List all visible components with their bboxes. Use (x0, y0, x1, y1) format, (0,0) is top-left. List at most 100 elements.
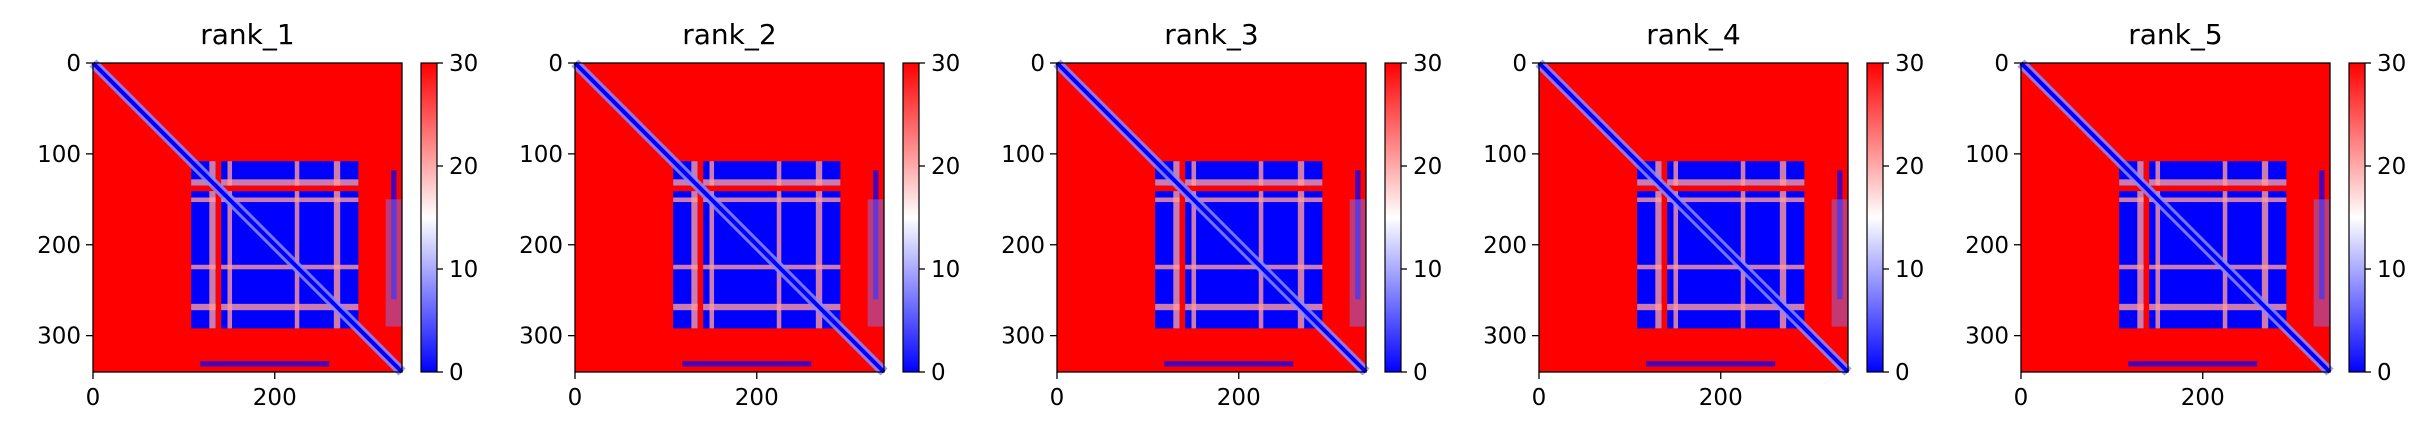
block-gap (1740, 161, 1746, 329)
edge-patch (385, 199, 402, 327)
colorbar-tick-label: 20 (1413, 154, 1442, 180)
y-tick-label: 0 (1512, 51, 1527, 77)
heatmap-panel-1: rank_1 0 100 200 300 0 200 0 10 20 30 (37, 18, 478, 411)
block-gap (2155, 161, 2161, 329)
x-tick-label: 200 (1217, 385, 1261, 411)
stripe-row (1057, 185, 1366, 192)
stripe-col (2143, 63, 2150, 372)
heatmap-panel-5: rank_5 0 100 200 300 0 200 0 10 20 30 (1965, 18, 2406, 411)
stripe-row (2021, 185, 2330, 192)
axes-frame (2020, 62, 2331, 373)
panel-title: rank_5 (2128, 18, 2222, 51)
block-gap (815, 161, 823, 329)
colorbar-tick-label: 20 (2377, 154, 2406, 180)
block-gap (333, 161, 341, 329)
y-tick-label: 200 (37, 233, 81, 259)
stripe-col (1661, 63, 1668, 372)
edge-patch (200, 361, 330, 367)
panel-title: rank_2 (682, 18, 776, 51)
y-tick-label: 0 (66, 51, 81, 77)
colorbar-tick-label: 10 (931, 257, 960, 283)
block-gap (673, 303, 841, 311)
edge-patch (2128, 361, 2258, 367)
y-tick-label: 0 (1030, 51, 1045, 77)
block-gap (1637, 179, 1805, 186)
edge-patch (1831, 199, 1848, 327)
y-tick-label: 300 (37, 324, 81, 350)
block-gap (2119, 197, 2287, 203)
y-tick-label: 100 (519, 142, 563, 168)
block-gap (1155, 303, 1323, 311)
heatmap-panel-3: rank_3 0 100 200 300 0 200 0 10 20 30 (1001, 18, 1442, 411)
y-tick-label: 200 (1965, 233, 2009, 259)
edge-patch (867, 199, 884, 327)
diagonal-band (573, 61, 886, 374)
colorbar-tick-label: 0 (1895, 360, 1910, 386)
x-tick-label: 200 (253, 385, 297, 411)
y-tick-label: 300 (1483, 324, 1527, 350)
edge-patch (2319, 170, 2325, 300)
diagonal-band (2019, 61, 2332, 374)
colorbar-tick-label: 20 (449, 154, 478, 180)
block-gap (673, 197, 841, 203)
block-gap (2137, 161, 2144, 329)
stripe-row (575, 185, 884, 192)
block-gap (709, 161, 715, 329)
block-gap (1173, 161, 1180, 329)
block-gap (227, 161, 233, 329)
x-tick-label: 0 (568, 385, 583, 411)
edge-patch (1837, 170, 1843, 300)
y-tick-label: 300 (1965, 324, 2009, 350)
block-gap (209, 161, 216, 329)
block-gap (1779, 161, 1787, 329)
block-gap (1191, 161, 1197, 329)
y-tick-label: 200 (1483, 233, 1527, 259)
block-gap (673, 264, 841, 270)
colorbar (1866, 62, 1884, 373)
edge-patch (391, 170, 397, 300)
block-gap (191, 179, 359, 186)
block-gap (1155, 179, 1323, 186)
colorbar-tick-label: 0 (1413, 360, 1428, 386)
colorbar-tick-label: 10 (2377, 257, 2406, 283)
axes-frame (1056, 62, 1367, 373)
axes-frame (92, 62, 403, 373)
diagonal-band (1537, 61, 1850, 374)
block-gap (1155, 264, 1323, 270)
block-gap (191, 264, 359, 270)
colorbar-tick-label: 0 (449, 360, 464, 386)
block-gap (1637, 303, 1805, 311)
block-gap (691, 161, 698, 329)
y-tick-label: 100 (37, 142, 81, 168)
heatmap-panel-2: rank_2 0 100 200 300 0 200 0 10 20 30 (519, 18, 960, 411)
x-tick-label: 0 (86, 385, 101, 411)
diagonal-band (1055, 61, 1368, 374)
colorbar-tick-label: 10 (449, 257, 478, 283)
block-gap (2119, 303, 2287, 311)
edge-patch (1164, 361, 1294, 367)
colorbar (420, 62, 438, 373)
colorbar (1384, 62, 1402, 373)
block-gap (2119, 264, 2287, 270)
colorbar (2348, 62, 2366, 373)
stripe-col (215, 63, 222, 372)
block-gap (1673, 161, 1679, 329)
colorbar-tick-label: 10 (1895, 257, 1924, 283)
colorbar-tick-label: 0 (931, 360, 946, 386)
y-tick-label: 100 (1483, 142, 1527, 168)
colorbar (902, 62, 920, 373)
block-gap (2119, 179, 2287, 186)
panel-title: rank_3 (1164, 18, 1258, 51)
block-gap (2222, 161, 2228, 329)
colorbar-tick-label: 30 (1413, 51, 1442, 77)
block-gap (2261, 161, 2269, 329)
stripe-col (697, 63, 704, 372)
x-tick-label: 0 (2014, 385, 2029, 411)
colorbar-tick-label: 30 (931, 51, 960, 77)
y-tick-label: 300 (1001, 324, 1045, 350)
axes-frame (1538, 62, 1849, 373)
block-gap (776, 161, 782, 329)
block-gap (294, 161, 300, 329)
edge-patch (1349, 199, 1366, 327)
